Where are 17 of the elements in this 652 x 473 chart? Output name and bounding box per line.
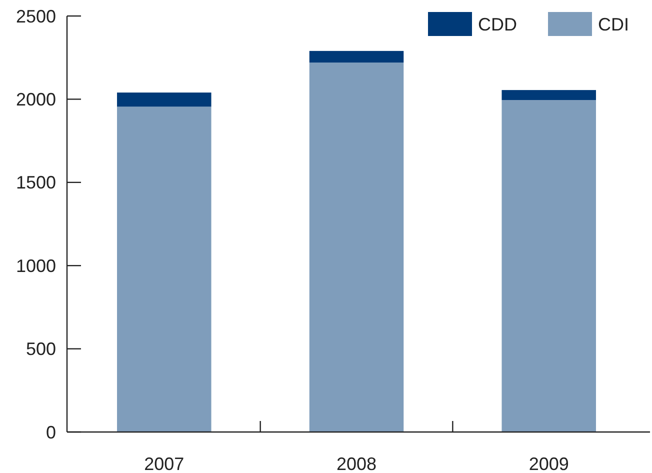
y-tick-label: 500 <box>26 339 56 360</box>
legend-label: CDD <box>478 14 517 34</box>
bar <box>117 106 212 432</box>
y-tick-label: 1000 <box>16 256 56 276</box>
bar <box>309 62 404 432</box>
y-tick-label: 2500 <box>16 6 56 26</box>
y-tick-label: 1500 <box>16 172 56 193</box>
y-tick-label: 2000 <box>16 90 56 110</box>
bar <box>117 92 212 107</box>
bar <box>502 90 596 100</box>
y-tick-label: 0 <box>46 422 56 442</box>
bar <box>502 100 596 432</box>
legend-label: CDI <box>598 14 629 34</box>
x-tick-label: 2009 <box>528 454 569 473</box>
bar <box>309 50 404 63</box>
x-tick-label: 2007 <box>144 454 184 473</box>
x-tick-label: 2008 <box>336 454 377 473</box>
